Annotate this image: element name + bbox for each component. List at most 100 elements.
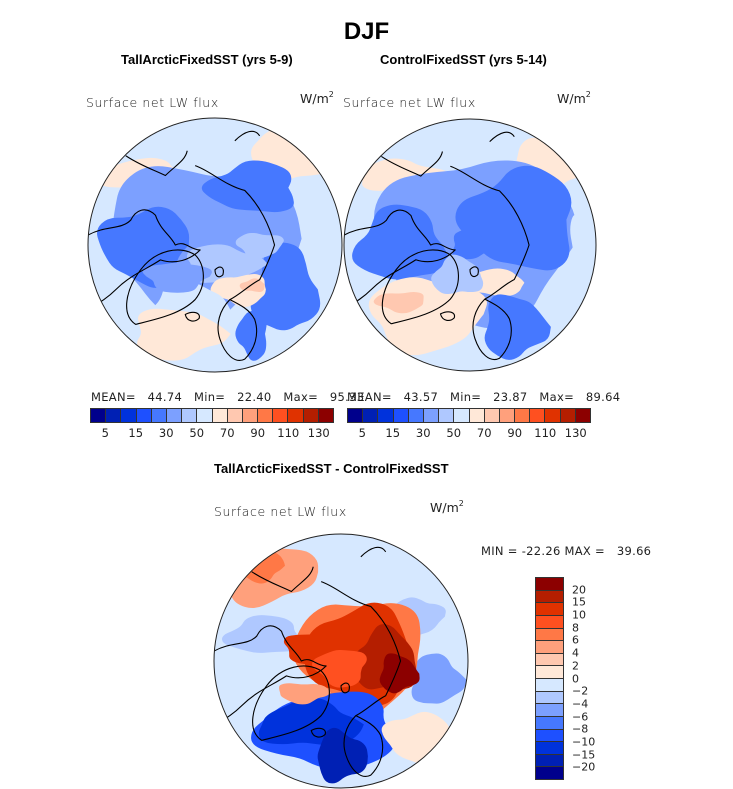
coastline: [234, 130, 261, 142]
panel2-colorbar: [347, 408, 591, 423]
coastline: [343, 715, 384, 777]
coastline: [489, 131, 515, 143]
colorbar-swatch: [536, 628, 563, 642]
panel3-units: W/m2: [430, 499, 464, 515]
colorbar-swatch: [575, 409, 590, 422]
contour-region: [570, 210, 596, 286]
colorbar-tick-label: 5: [101, 426, 109, 440]
colorbar-tick-label: 15: [572, 595, 586, 609]
colorbar-tick-label: 130: [307, 426, 330, 440]
colorbar-swatch: [536, 742, 563, 755]
colorbar-tick-label: 130: [564, 426, 587, 440]
map-boundary: [213, 533, 469, 789]
colorbar-swatch: [515, 409, 531, 422]
contour-region: [235, 309, 268, 361]
panel1-stats: MEAN= 44.74 Min= 22.40 Max= 95.33: [91, 390, 365, 404]
colorbar-swatch: [318, 409, 333, 422]
colorbar-swatch: [151, 409, 167, 422]
colorbar-swatch: [530, 409, 546, 422]
colorbar-tick-label: −20: [572, 760, 596, 774]
panel3-colorbar: [535, 577, 564, 780]
colorbar-swatch: [303, 409, 319, 422]
colorbar-swatch: [242, 409, 259, 422]
colorbar-tick-label: 2: [572, 659, 579, 673]
colorbar-tick-label: 90: [507, 426, 523, 440]
contour-region: [142, 262, 212, 293]
panel2-field-label: Surface net LW flux: [343, 95, 476, 110]
colorbar-swatch: [536, 641, 563, 654]
colorbar-swatch: [423, 409, 440, 422]
colorbar-swatch: [197, 409, 213, 422]
colorbar-swatch: [212, 409, 228, 422]
contour-region: [352, 204, 449, 280]
colorbar-swatch: [545, 409, 561, 422]
coastline: [381, 249, 459, 325]
colorbar-swatch: [408, 409, 424, 422]
colorbar-tick-label: 10: [572, 608, 586, 622]
panel2-colorbar-ticks: 5 15 30 50 70 90 110 130: [347, 426, 591, 440]
colorbar-swatch: [536, 603, 563, 616]
panel1-colorbar: [90, 408, 334, 423]
coastline: [217, 299, 258, 361]
colorbar-tick-label: 20: [572, 583, 586, 597]
contour-region: [221, 615, 305, 653]
colorbar-swatch: [393, 409, 409, 422]
colorbar-tick-label: −10: [572, 735, 596, 749]
colorbar-tick-label: 30: [158, 426, 174, 440]
coastline: [360, 546, 387, 558]
colorbar-swatch: [91, 409, 107, 422]
panel1-units: W/m2: [300, 90, 334, 106]
colorbar-swatch: [560, 409, 576, 422]
colorbar-swatch: [136, 409, 152, 422]
panel2-stats: MEAN= 43.57 Min= 23.87 Max= 89.64: [347, 390, 621, 404]
coastline: [344, 209, 456, 310]
contour-region: [283, 634, 340, 665]
colorbar-tick-label: −4: [572, 697, 589, 711]
coastline: [88, 209, 201, 310]
colorbar-tick-label: 6: [572, 633, 579, 647]
colorbar-swatch: [182, 409, 198, 422]
colorbar-tick-label: 30: [415, 426, 431, 440]
coastline: [214, 625, 327, 726]
colorbar-tick-label: 110: [277, 426, 300, 440]
contour-region: [137, 308, 231, 361]
coastline: [125, 150, 188, 177]
colorbar-swatch: [536, 590, 563, 604]
colorbar-swatch: [484, 409, 500, 422]
colorbar-swatch: [258, 409, 274, 422]
panel3-colorbar-ticks: 20 15 10 8 6 4 2 0 −2 −4 −6 −8 −10 −15 −20: [572, 577, 612, 780]
panel3-title: TallArcticFixedSST - ControlFixedSST: [214, 461, 449, 476]
colorbar-swatch: [536, 767, 563, 779]
panel2-map: [343, 118, 597, 372]
colorbar-swatch: [378, 409, 394, 422]
colorbar-tick-label: 70: [476, 426, 492, 440]
colorbar-swatch: [363, 409, 379, 422]
colorbar-tick-label: −15: [572, 748, 596, 762]
colorbar-swatch: [469, 409, 485, 422]
colorbar-tick-label: 8: [572, 621, 579, 635]
colorbar-swatch: [439, 409, 455, 422]
colorbar-tick-label: −8: [572, 722, 589, 736]
coastline: [320, 581, 402, 717]
colorbar-tick-label: 0: [572, 672, 579, 685]
contour-region: [312, 649, 367, 688]
coastline: [340, 682, 350, 694]
contour-region: [452, 229, 494, 260]
coastline: [251, 566, 314, 593]
colorbar-swatch: [499, 409, 516, 422]
panel3-field-label: Surface net LW flux: [214, 504, 347, 519]
colorbar-swatch: [536, 578, 563, 591]
coastline: [126, 249, 204, 325]
contour-region: [279, 683, 331, 705]
colorbar-swatch: [536, 653, 563, 667]
panel1-map: [87, 117, 343, 373]
colorbar-swatch: [454, 409, 470, 422]
colorbar-swatch: [227, 409, 243, 422]
coastline: [214, 266, 224, 278]
coastline: [381, 151, 443, 177]
colorbar-swatch: [273, 409, 289, 422]
panel2-title: ControlFixedSST (yrs 5-14): [380, 52, 547, 67]
colorbar-tick-label: 4: [572, 646, 579, 660]
colorbar-tick-label: −2: [572, 684, 589, 698]
main-title: DJF: [343, 18, 390, 45]
